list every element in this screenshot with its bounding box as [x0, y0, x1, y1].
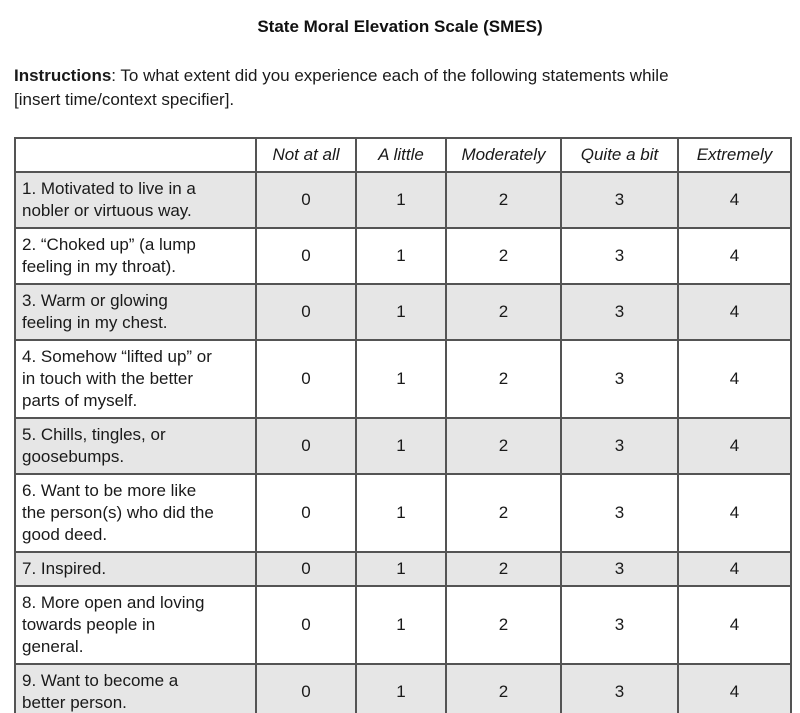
- table-row: 9. Want to become a better person. 0 1 2…: [14, 663, 792, 713]
- instructions: Instructions: To what extent did you exp…: [14, 64, 790, 112]
- rating-cell[interactable]: 3: [560, 551, 679, 587]
- rating-cell[interactable]: 0: [255, 171, 357, 229]
- rating-cell[interactable]: 4: [677, 663, 792, 713]
- table-row: 3. Warm or glowing feeling in my chest. …: [14, 283, 792, 341]
- statement-cell: 8. More open and loving towards people i…: [14, 585, 257, 665]
- rating-cell[interactable]: 3: [560, 473, 679, 553]
- statement-cell: 6. Want to be more like the person(s) wh…: [14, 473, 257, 553]
- column-header-moderately: Moderately: [445, 137, 562, 173]
- header-empty-cell: [14, 137, 257, 173]
- rating-cell[interactable]: 3: [560, 227, 679, 285]
- column-header-extremely: Extremely: [677, 137, 792, 173]
- rating-cell[interactable]: 1: [355, 551, 447, 587]
- rating-cell[interactable]: 1: [355, 473, 447, 553]
- table-row: 5. Chills, tingles, or goosebumps. 0 1 2…: [14, 417, 792, 475]
- rating-cell[interactable]: 1: [355, 663, 447, 713]
- header-row: Not at all A little Moderately Quite a b…: [14, 137, 792, 173]
- rating-cell[interactable]: 1: [355, 417, 447, 475]
- rating-cell[interactable]: 3: [560, 663, 679, 713]
- rating-cell[interactable]: 1: [355, 585, 447, 665]
- statement-cell: 5. Chills, tingles, or goosebumps.: [14, 417, 257, 475]
- rating-cell[interactable]: 4: [677, 473, 792, 553]
- table-row: 2. “Choked up” (a lump feeling in my thr…: [14, 227, 792, 285]
- rating-cell[interactable]: 3: [560, 585, 679, 665]
- page-title: State Moral Elevation Scale (SMES): [257, 17, 543, 36]
- rating-cell[interactable]: 4: [677, 551, 792, 587]
- table-row: 1. Motivated to live in a nobler or virt…: [14, 171, 792, 229]
- table-row: 7. Inspired. 0 1 2 3 4: [14, 551, 792, 587]
- rating-cell[interactable]: 2: [445, 473, 562, 553]
- rating-cell[interactable]: 0: [255, 473, 357, 553]
- rating-cell[interactable]: 1: [355, 227, 447, 285]
- rating-cell[interactable]: 4: [677, 171, 792, 229]
- rating-cell[interactable]: 0: [255, 585, 357, 665]
- statement-cell: 4. Somehow “lifted up” or in touch with …: [14, 339, 257, 419]
- statement-cell: 7. Inspired.: [14, 551, 257, 587]
- column-header-a-little: A little: [355, 137, 447, 173]
- rating-cell[interactable]: 4: [677, 417, 792, 475]
- rating-cell[interactable]: 3: [560, 171, 679, 229]
- rating-cell[interactable]: 0: [255, 551, 357, 587]
- rating-cell[interactable]: 2: [445, 171, 562, 229]
- rating-cell[interactable]: 0: [255, 663, 357, 713]
- table-row: 8. More open and loving towards people i…: [14, 585, 792, 665]
- rating-cell[interactable]: 1: [355, 283, 447, 341]
- rating-cell[interactable]: 3: [560, 339, 679, 419]
- rating-cell[interactable]: 2: [445, 663, 562, 713]
- rating-cell[interactable]: 0: [255, 283, 357, 341]
- column-header-not-at-all: Not at all: [255, 137, 357, 173]
- rating-cell[interactable]: 0: [255, 339, 357, 419]
- rating-cell[interactable]: 0: [255, 417, 357, 475]
- instructions-label: Instructions: [14, 66, 112, 85]
- column-header-quite-a-bit: Quite a bit: [560, 137, 679, 173]
- table-row: 6. Want to be more like the person(s) wh…: [14, 473, 792, 553]
- statement-cell: 1. Motivated to live in a nobler or virt…: [14, 171, 257, 229]
- table-row: 4. Somehow “lifted up” or in touch with …: [14, 339, 792, 419]
- rating-cell[interactable]: 1: [355, 171, 447, 229]
- rating-cell[interactable]: 3: [560, 283, 679, 341]
- rating-cell[interactable]: 3: [560, 417, 679, 475]
- statement-cell: 2. “Choked up” (a lump feeling in my thr…: [14, 227, 257, 285]
- rating-cell[interactable]: 2: [445, 417, 562, 475]
- rating-cell[interactable]: 2: [445, 585, 562, 665]
- rating-cell[interactable]: 4: [677, 339, 792, 419]
- rating-cell[interactable]: 2: [445, 283, 562, 341]
- rating-cell[interactable]: 2: [445, 339, 562, 419]
- rating-cell[interactable]: 1: [355, 339, 447, 419]
- rating-cell[interactable]: 4: [677, 283, 792, 341]
- rating-cell[interactable]: 4: [677, 585, 792, 665]
- rating-scale-table: Not at all A little Moderately Quite a b…: [14, 137, 792, 713]
- statement-cell: 9. Want to become a better person.: [14, 663, 257, 713]
- rating-cell[interactable]: 2: [445, 227, 562, 285]
- rating-cell[interactable]: 4: [677, 227, 792, 285]
- rating-cell[interactable]: 0: [255, 227, 357, 285]
- rating-cell[interactable]: 2: [445, 551, 562, 587]
- instructions-text: : To what extent did you experience each…: [14, 66, 669, 109]
- statement-cell: 3. Warm or glowing feeling in my chest.: [14, 283, 257, 341]
